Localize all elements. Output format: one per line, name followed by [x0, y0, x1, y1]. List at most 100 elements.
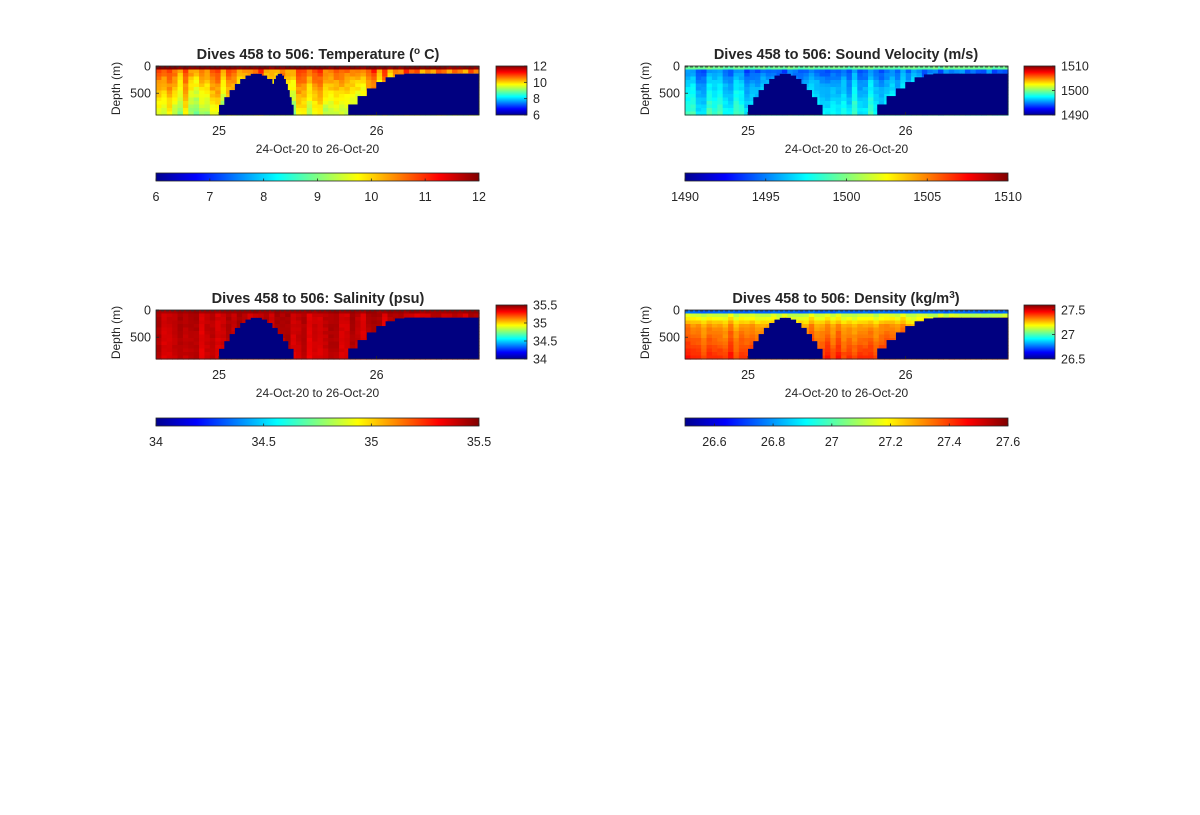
heatmap-cell [161, 97, 168, 102]
heatmap-cell [446, 69, 453, 74]
heatmap-cell [295, 338, 302, 343]
heatmap-cell [911, 76, 918, 81]
horizontal-colorbar: 1490 1495 1500 1505 1510 [671, 172, 1022, 204]
no-data-region [951, 317, 962, 359]
heatmap-cell [430, 310, 437, 315]
colorbar-tick-label: 27 [1061, 328, 1075, 342]
heatmap-cell [701, 352, 708, 357]
heatmap-cell [868, 101, 875, 106]
heatmap-cell [193, 355, 200, 360]
heatmap-cell [215, 111, 222, 116]
heatmap-cell [290, 327, 297, 332]
heatmap-cell [889, 87, 896, 92]
no-data-region [763, 83, 770, 115]
heatmap-cell [798, 310, 805, 315]
heatmap-cell [317, 108, 324, 113]
colorbar-tick-label: 35 [364, 435, 378, 449]
heatmap-cell [695, 80, 702, 85]
heatmap-cell [317, 338, 324, 343]
heatmap-cell [798, 76, 805, 81]
heatmap-cell [873, 313, 880, 318]
heatmap-cell [846, 76, 853, 81]
heatmap-cell [884, 331, 891, 336]
heatmap-cell [695, 66, 702, 71]
heatmap-cell [754, 310, 761, 315]
heatmap-cell [706, 111, 713, 116]
heatmap-cell [690, 352, 697, 357]
heatmap-cell [808, 317, 815, 322]
no-data-region [287, 348, 294, 359]
heatmap-cell [295, 355, 302, 360]
heatmap-cell [695, 320, 702, 325]
heatmap-cell [722, 338, 729, 343]
heatmap-cell [717, 320, 724, 325]
y-tick-label: 500 [130, 331, 151, 345]
heatmap-cell [690, 341, 697, 346]
heatmap-cell [161, 320, 168, 325]
no-data-region [774, 75, 781, 115]
heatmap-cell [835, 334, 842, 339]
heatmap-cell [312, 334, 319, 339]
heatmap-cell [695, 355, 702, 360]
no-data-region [942, 317, 953, 359]
heatmap-cell [220, 310, 227, 315]
heatmap-cell [814, 66, 821, 71]
heatmap-cell [301, 327, 308, 332]
heatmap-cell [900, 66, 907, 71]
panel-title: Dives 458 to 506: Salinity (psu) [212, 291, 425, 307]
heatmap-cell [846, 352, 853, 357]
heatmap-cell [787, 66, 794, 71]
heatmap-cell [172, 341, 179, 346]
heatmap-cell [884, 66, 891, 71]
heatmap-cell [695, 94, 702, 99]
heatmap-cell [317, 76, 324, 81]
no-data-region [283, 79, 286, 115]
heatmap-cell [333, 313, 340, 318]
heatmap-cell [161, 80, 168, 85]
heatmap-cell [344, 348, 351, 353]
heatmap-cell [306, 108, 313, 113]
heatmap-cell [733, 355, 740, 360]
heatmap-cell [846, 80, 853, 85]
heatmap-cell [717, 345, 724, 350]
heatmap-cell [225, 310, 232, 315]
heatmap-cell [695, 73, 702, 78]
heatmap-cell [706, 87, 713, 92]
heatmap-cell [884, 338, 891, 343]
heatmap-cell [711, 80, 718, 85]
no-data-region [366, 88, 377, 115]
heatmap-cell [156, 90, 162, 95]
heatmap-cell [728, 94, 735, 99]
heatmap-cell [771, 66, 778, 71]
heatmap-cell [862, 73, 869, 78]
heatmap-cell [717, 94, 724, 99]
heatmap-cell [701, 111, 708, 116]
heatmap-cell [841, 94, 848, 99]
heatmap-cell [819, 331, 826, 336]
heatmap-cell [749, 66, 756, 71]
heatmap-cell [317, 320, 324, 325]
heatmap-cell [862, 101, 869, 106]
heatmap-cell [878, 80, 885, 85]
heatmap-cell [301, 338, 308, 343]
heatmap-cell [349, 69, 356, 74]
heatmap-cell [204, 310, 211, 315]
heatmap-cell [830, 87, 837, 92]
heatmap-cell [279, 320, 286, 325]
heatmap-cell [835, 66, 842, 71]
heatmap-cell [295, 66, 302, 71]
heatmap-cell [717, 73, 724, 78]
heatmap-cell [392, 66, 399, 71]
heatmap-cell [376, 313, 383, 318]
no-data-region [795, 323, 802, 359]
heatmap-cell [199, 338, 206, 343]
heatmap-cell [884, 76, 891, 81]
heatmap-cell [868, 66, 875, 71]
heatmap-cell [695, 352, 702, 357]
heatmap-cell [733, 73, 740, 78]
heatmap-cell [685, 352, 691, 357]
heatmap-cell [220, 90, 227, 95]
no-data-region [268, 97, 271, 115]
heatmap-cell [964, 69, 971, 74]
colorbar-tick-label: 12 [472, 190, 486, 204]
